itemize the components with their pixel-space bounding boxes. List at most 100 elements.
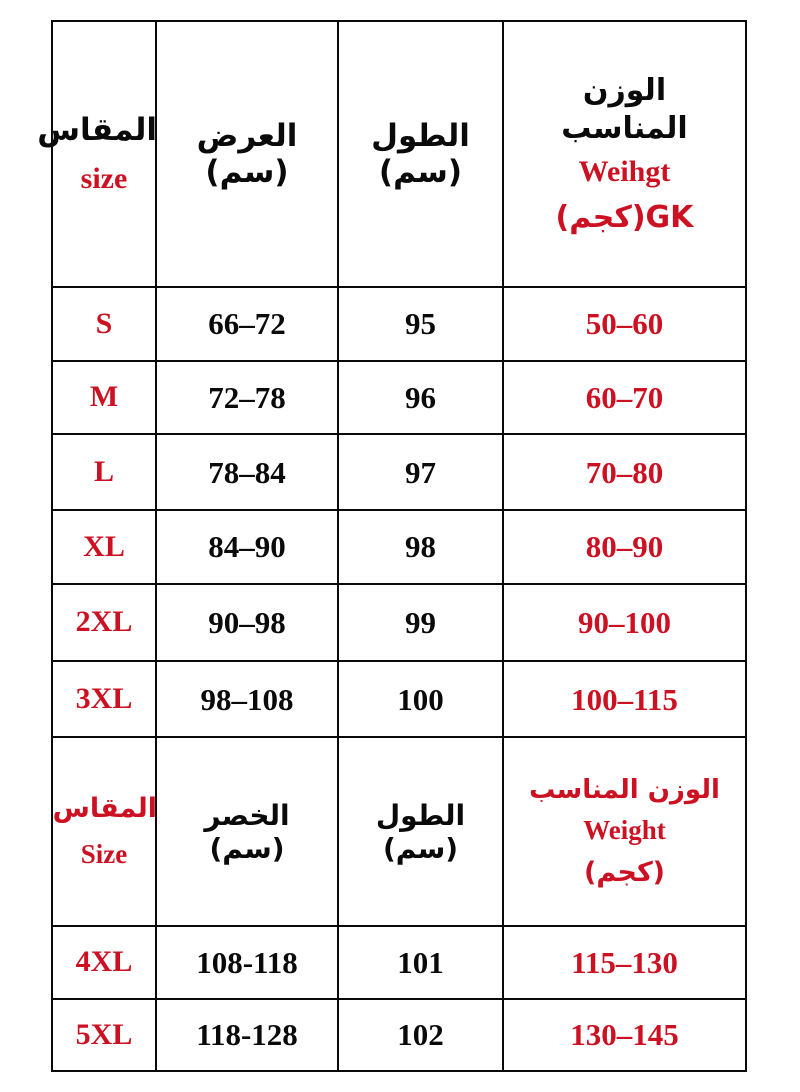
cell-weight: 115–130: [502, 925, 747, 1000]
header-weight-arabic-line2-upper: المناسب: [561, 110, 688, 146]
header-cell-size-upper: المقاس size: [37, 19, 158, 289]
value-size: XL: [83, 529, 125, 563]
header-weight-latin-upper: Weihgt: [578, 155, 671, 189]
value-weight: 50–60: [585, 306, 664, 342]
cell-length: 96: [337, 359, 504, 435]
table-row: 3XL 98–108 100 100–115: [51, 660, 747, 739]
value-width: 90–98: [208, 604, 286, 640]
cell-width: 118-128: [155, 997, 339, 1073]
cell-width: 90–98: [155, 582, 339, 663]
value-weight: 90–100: [578, 604, 671, 640]
cell-weight: 90–100: [502, 582, 747, 663]
cell-length: 97: [337, 432, 504, 512]
header-weight-arabic-line1-upper: الوزن: [582, 73, 667, 109]
value-weight: 60–70: [585, 379, 664, 415]
cell-length: 100: [337, 660, 504, 739]
header-waist-arabic-lower: الخصر: [204, 798, 290, 832]
value-width: 66–72: [208, 306, 286, 342]
value-size: S: [95, 306, 113, 340]
value-width: 72–78: [208, 379, 286, 415]
value-width: 78–84: [208, 454, 286, 490]
value-length: 101: [397, 944, 444, 980]
cell-size: 2XL: [51, 582, 157, 663]
value-width: 84–90: [208, 529, 286, 565]
cell-weight: 70–80: [502, 432, 747, 512]
cell-length: 101: [337, 925, 504, 1000]
header-cell-size-lower: المقاس Size: [51, 736, 158, 928]
header-cell-length-upper: الطول (سم): [337, 19, 504, 289]
cell-weight: 50–60: [502, 286, 747, 362]
table-row: M 72–78 96 60–70: [51, 359, 747, 435]
cell-size: M: [51, 359, 157, 435]
value-weight: 115–130: [571, 944, 678, 980]
cell-weight: 80–90: [502, 509, 747, 585]
header-waist-unit-lower: (سم): [209, 831, 285, 865]
header-size-arabic-lower: المقاس: [52, 792, 158, 824]
header-weight-latin-lower: Weight: [583, 815, 666, 846]
cell-width: 98–108: [155, 660, 339, 739]
value-length: 97: [405, 454, 436, 490]
header-cell-weight-upper: الوزن المناسب Weihgt KG(كجم): [502, 19, 747, 289]
table-row: S 66–72 95 50–60: [51, 286, 747, 362]
cell-size: XL: [51, 509, 157, 585]
value-weight: 70–80: [585, 454, 664, 490]
value-size: 5XL: [75, 1017, 133, 1051]
header-cell-waist-lower: الخصر (سم): [155, 736, 339, 928]
header-size-arabic-upper: المقاس: [37, 112, 157, 149]
table-row: XL 84–90 98 80–90: [51, 509, 747, 585]
value-size: 3XL: [75, 682, 133, 716]
value-length: 96: [405, 379, 436, 415]
cell-size: S: [51, 286, 157, 362]
value-length: 98: [405, 529, 436, 565]
cell-size: L: [51, 432, 157, 512]
table-row: 4XL 108-118 101 115–130: [51, 925, 747, 1000]
header-length-unit-lower: (سم): [382, 831, 459, 865]
cell-length: 95: [337, 286, 504, 362]
table-row: L 78–84 97 70–80: [51, 432, 747, 512]
table-row: 5XL 118-128 102 130–145: [51, 997, 747, 1073]
header-width-unit-upper: (سم): [205, 154, 289, 191]
cell-width: 84–90: [155, 509, 339, 585]
header-cell-weight-lower: الوزن المناسب Weight (كجم): [502, 736, 747, 928]
cell-size: 5XL: [51, 997, 157, 1073]
value-waist: 118-128: [196, 1017, 298, 1053]
header-cell-length-lower: الطول (سم): [337, 736, 504, 928]
value-width: 98–108: [200, 681, 294, 717]
value-size: M: [89, 380, 119, 414]
cell-weight: 130–145: [502, 997, 747, 1073]
value-length: 102: [397, 1017, 444, 1053]
header-size-latin-upper: size: [80, 161, 128, 195]
value-length: 99: [405, 604, 436, 640]
header-length-arabic-lower: الطول: [375, 798, 466, 832]
cell-width: 78–84: [155, 432, 339, 512]
header-width-arabic-upper: العرض: [196, 117, 298, 154]
cell-size: 3XL: [51, 660, 157, 739]
value-weight: 80–90: [585, 529, 664, 565]
cell-length: 99: [337, 582, 504, 663]
value-size: L: [93, 455, 114, 489]
cell-weight: 100–115: [502, 660, 747, 739]
table-header-row-upper: المقاس size العرض (سم) الطول (سم) الوزن …: [37, 19, 747, 289]
value-size: 2XL: [75, 605, 133, 639]
header-length-arabic-upper: الطول: [371, 117, 470, 154]
header-weight-unit-upper: KG(كجم): [555, 199, 694, 235]
header-size-latin-lower: Size: [80, 838, 128, 869]
header-weight-unit-lower: (كجم): [583, 857, 665, 889]
value-weight: 130–145: [570, 1017, 679, 1053]
cell-length: 102: [337, 997, 504, 1073]
value-size: 4XL: [75, 945, 133, 979]
cell-width: 72–78: [155, 359, 339, 435]
value-length: 100: [397, 681, 444, 717]
value-waist: 108-118: [196, 944, 298, 980]
cell-size: 4XL: [51, 925, 157, 1000]
size-chart-table: المقاس size العرض (سم) الطول (سم) الوزن …: [37, 19, 747, 1073]
cell-width: 66–72: [155, 286, 339, 362]
value-weight: 100–115: [571, 681, 678, 717]
size-chart-container: المقاس size العرض (سم) الطول (سم) الوزن …: [37, 19, 747, 1073]
header-length-unit-upper: (سم): [378, 154, 463, 191]
value-length: 95: [405, 306, 436, 342]
cell-weight: 60–70: [502, 359, 747, 435]
cell-width: 108-118: [155, 925, 339, 1000]
table-header-row-lower: المقاس Size الخصر (سم) الطول (سم) الوزن …: [51, 736, 747, 928]
cell-length: 98: [337, 509, 504, 585]
